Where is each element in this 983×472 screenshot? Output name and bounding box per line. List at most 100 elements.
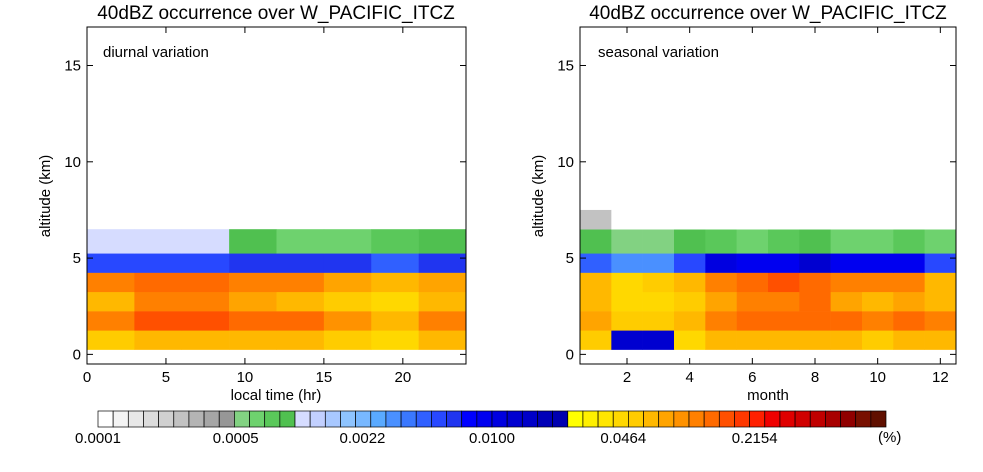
diurnal-heatmap-cell <box>323 272 372 293</box>
seasonal-title: 40dBZ occurrence over W_PACIFIC_ITCZ <box>589 3 947 24</box>
diurnal-x-tick-label: 10 <box>237 369 254 386</box>
seasonal-heatmap-cell <box>580 229 612 254</box>
seasonal-heatmap-cell <box>674 311 706 331</box>
seasonal-heatmap-cell <box>580 253 612 273</box>
seasonal-heatmap-cell <box>924 253 957 273</box>
colorbar-swatch <box>112 410 129 428</box>
seasonal-heatmap-cell <box>611 229 643 254</box>
seasonal-heatmap-cell <box>736 291 769 312</box>
colorbar-swatch <box>809 410 826 428</box>
diurnal-heatmap-cell <box>418 311 467 331</box>
seasonal-x-tick-label: 10 <box>869 369 886 386</box>
diurnal-heatmap-cell <box>181 253 230 273</box>
seasonal-heatmap-cell <box>924 291 957 312</box>
seasonal-heatmap-cell <box>580 311 612 331</box>
seasonal-x-tick-label: 6 <box>748 369 756 386</box>
colorbar-swatch <box>294 410 311 428</box>
diurnal-heatmap-cell <box>276 330 325 350</box>
seasonal-heatmap-cell <box>830 291 863 312</box>
diurnal-heatmap-cell <box>276 291 325 312</box>
diurnal-x-axis-label: local time (hr) <box>231 387 322 404</box>
seasonal-heatmap-cell <box>893 311 925 331</box>
diurnal-heatmap-cell <box>87 330 135 350</box>
seasonal-heatmap-cell <box>768 272 800 293</box>
seasonal-heatmap-cell <box>893 253 925 273</box>
colorbar-swatch <box>749 410 766 428</box>
seasonal-heatmap-cell <box>799 272 831 293</box>
colorbar-swatch <box>461 410 478 428</box>
diurnal-heatmap-cell <box>87 253 135 273</box>
seasonal-heatmap-cell <box>768 209 800 230</box>
diurnal-x-tick-label: 5 <box>162 369 170 386</box>
colorbar-swatch <box>537 410 553 428</box>
diurnal-heatmap-cell <box>276 272 325 293</box>
seasonal-heatmap-cell <box>736 209 769 230</box>
colorbar-tick-label: 0.0100 <box>469 430 515 447</box>
seasonal-heatmap-cell <box>580 291 612 312</box>
seasonal-heatmap-cell <box>862 291 894 312</box>
seasonal-heatmap-cell <box>611 253 643 273</box>
seasonal-heatmap-cell <box>799 229 831 254</box>
diurnal-heatmap-cell <box>371 253 419 273</box>
seasonal-heatmap-cell <box>674 209 706 230</box>
seasonal-heatmap-cell <box>611 311 643 331</box>
diurnal-heatmap-cells <box>87 27 467 364</box>
seasonal-heatmap-cell <box>705 311 737 331</box>
colorbar-swatch <box>400 410 417 428</box>
colorbar-swatch <box>734 410 750 428</box>
seasonal-heatmap-cell <box>768 330 800 350</box>
seasonal-y-tick-label: 10 <box>557 154 574 171</box>
seasonal-heatmap-cell <box>862 209 894 230</box>
seasonal-panel: 40dBZ occurrence over W_PACIFIC_ITCZ sea… <box>530 3 957 404</box>
seasonal-heatmap-cell <box>611 291 643 312</box>
seasonal-heatmap-cell <box>611 272 643 293</box>
diurnal-plot-frame <box>86 26 467 365</box>
seasonal-heatmap-cell <box>830 229 863 254</box>
colorbar-swatch <box>188 410 205 428</box>
diurnal-y-tick-label: 10 <box>64 154 81 171</box>
diurnal-heatmap-cell <box>276 253 325 273</box>
colorbar-tick-label: 0.0005 <box>213 430 259 447</box>
colorbar-swatch <box>567 410 584 428</box>
diurnal-heatmap-cell <box>323 311 372 331</box>
seasonal-heatmap-cell <box>705 253 737 273</box>
diurnal-heatmap-cell <box>229 229 277 254</box>
seasonal-heatmap-cell <box>674 229 706 254</box>
diurnal-heatmap-cell <box>418 330 467 350</box>
colorbar-tick-label: 0.0464 <box>600 430 646 447</box>
colorbar-swatch <box>446 410 463 428</box>
seasonal-heatmap-cell <box>705 291 737 312</box>
seasonal-heatmap-cell <box>736 311 769 331</box>
diurnal-y-tick-label: 15 <box>64 58 81 75</box>
diurnal-heatmap-cell <box>229 291 277 312</box>
diurnal-heatmap-cell <box>276 229 325 254</box>
colorbar-swatch <box>673 410 690 428</box>
seasonal-heatmap-cell <box>799 209 831 230</box>
colorbar-tick-label: 0.0022 <box>340 430 386 447</box>
colorbar-swatch <box>249 410 266 428</box>
seasonal-heatmap-cell <box>642 311 675 331</box>
colorbar-swatch <box>658 410 675 428</box>
colorbar-swatch <box>324 410 341 428</box>
colorbar-swatch <box>840 410 857 428</box>
seasonal-heatmap-cell <box>705 229 737 254</box>
colorbar-swatch <box>506 410 523 428</box>
diurnal-heatmap-cell <box>134 291 183 312</box>
colorbar-swatch <box>582 410 599 428</box>
diurnal-heatmap-cell <box>323 330 372 350</box>
seasonal-heatmap-cell <box>674 291 706 312</box>
seasonal-x-tick-label: 8 <box>811 369 819 386</box>
diurnal-heatmap-cell <box>371 229 419 254</box>
seasonal-heatmap-cell <box>830 330 863 350</box>
seasonal-heatmap-cell <box>893 330 925 350</box>
seasonal-heatmap-cell <box>642 209 675 230</box>
diurnal-heatmap-cell <box>418 253 467 273</box>
seasonal-heatmap-cell <box>736 330 769 350</box>
colorbar-swatch <box>279 410 296 428</box>
colorbar-swatch <box>97 410 114 428</box>
seasonal-heatmap-cell <box>799 311 831 331</box>
seasonal-heatmap-cell <box>924 272 957 293</box>
diurnal-title: 40dBZ occurrence over W_PACIFIC_ITCZ <box>97 3 455 24</box>
